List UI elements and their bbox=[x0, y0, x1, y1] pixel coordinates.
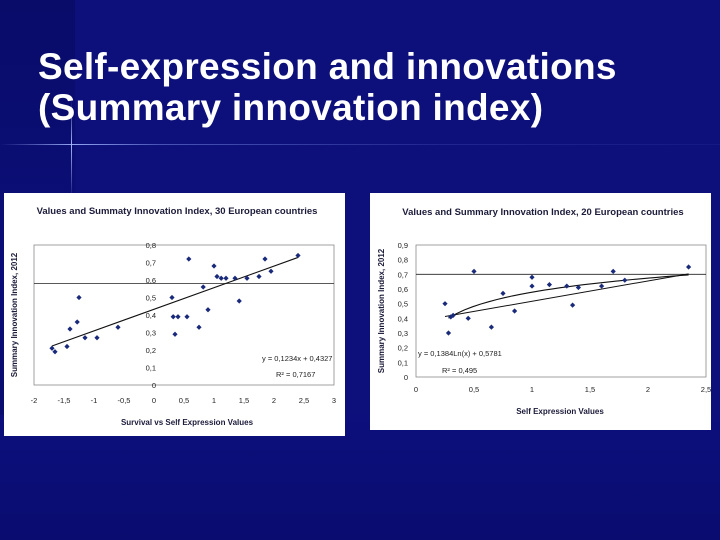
data-point bbox=[244, 275, 250, 281]
trend-line bbox=[51, 256, 299, 347]
x-tick-label: 2 bbox=[646, 385, 650, 394]
y-tick-label: 0,5 bbox=[146, 294, 156, 303]
x-tick-label: 2,5 bbox=[299, 396, 309, 405]
data-point bbox=[186, 256, 192, 262]
y-tick-label: 0,1 bbox=[398, 358, 408, 367]
data-point bbox=[52, 349, 58, 355]
y-tick-label: 0,6 bbox=[146, 276, 156, 285]
data-point bbox=[49, 345, 55, 351]
right-chart-panel: Values and Summary Innovation Index, 20 … bbox=[370, 193, 711, 430]
x-tick-label: 2,5 bbox=[701, 385, 711, 394]
data-point bbox=[175, 314, 181, 320]
data-point bbox=[172, 331, 178, 337]
chart-title: Values and Summary Innovation Index, 20 … bbox=[402, 207, 683, 218]
r-squared-label: R² = 0,495 bbox=[442, 366, 477, 375]
slide-title-line-1: Self-expression and innovations bbox=[38, 46, 617, 87]
y-tick-label: 0,4 bbox=[146, 311, 156, 320]
y-tick-label: 0,3 bbox=[146, 329, 156, 338]
data-point bbox=[450, 312, 456, 318]
trend-line bbox=[444, 273, 689, 317]
data-point bbox=[67, 326, 73, 332]
x-tick-label: -2 bbox=[31, 396, 38, 405]
y-tick-label: 0,4 bbox=[398, 314, 408, 323]
y-tick-label: 0 bbox=[152, 381, 156, 390]
data-point bbox=[74, 319, 80, 325]
x-tick-label: 0 bbox=[414, 385, 418, 394]
data-point bbox=[445, 330, 452, 336]
data-point bbox=[82, 335, 88, 341]
data-point bbox=[512, 308, 518, 314]
data-point bbox=[205, 307, 211, 313]
plot-area bbox=[415, 244, 707, 378]
data-point bbox=[169, 294, 175, 301]
right-scatter-chart: Values and Summary Innovation Index, 20 … bbox=[377, 207, 711, 416]
data-point bbox=[570, 302, 576, 308]
data-point bbox=[295, 252, 301, 259]
data-point bbox=[214, 273, 220, 280]
regression-equation: y = 0,1234x + 0,4327 bbox=[262, 354, 332, 363]
y-tick-label: 0 bbox=[404, 373, 408, 382]
y-tick-label: 0,5 bbox=[398, 300, 408, 309]
data-point bbox=[268, 268, 274, 274]
data-point bbox=[170, 314, 176, 320]
data-point bbox=[76, 294, 82, 301]
slide-title: Self-expression and innovations (Summary… bbox=[38, 46, 708, 128]
data-point bbox=[223, 275, 229, 281]
data-point bbox=[94, 335, 100, 341]
data-point bbox=[529, 274, 535, 280]
chart-title: Values and Summaty Innovation Index, 30 … bbox=[37, 206, 318, 217]
y-tick-label: 0,6 bbox=[398, 285, 408, 294]
x-tick-label: 1,5 bbox=[239, 396, 249, 405]
left-scatter-chart: Values and Summaty Innovation Index, 30 … bbox=[10, 206, 336, 427]
y-axis-label: Summary Innovation Index, 2012 bbox=[377, 248, 386, 373]
data-point bbox=[442, 301, 448, 307]
data-point bbox=[256, 273, 262, 280]
regression-equation: y = 0,1384Ln(x) + 0,5781 bbox=[418, 349, 502, 358]
data-point bbox=[115, 324, 121, 330]
y-tick-label: 0,2 bbox=[146, 346, 156, 355]
r-squared-label: R² = 0,7167 bbox=[276, 370, 315, 379]
data-point bbox=[471, 268, 477, 274]
y-tick-label: 0,8 bbox=[398, 256, 408, 265]
y-tick-label: 0,7 bbox=[398, 270, 408, 279]
y-tick-label: 0,7 bbox=[146, 259, 156, 268]
left-chart-panel: Values and Summaty Innovation Index, 30 … bbox=[4, 193, 345, 436]
x-tick-label: 1,5 bbox=[585, 385, 595, 394]
data-point bbox=[211, 263, 217, 269]
data-point bbox=[218, 275, 224, 281]
x-tick-label: 3 bbox=[332, 396, 336, 405]
slide-title-line-2: (Summary innovation index) bbox=[38, 87, 544, 128]
y-tick-label: 0,3 bbox=[398, 329, 408, 338]
x-tick-label: -1 bbox=[91, 396, 98, 405]
decorative-horizontal-line bbox=[0, 144, 720, 145]
x-tick-label: -0,5 bbox=[118, 396, 131, 405]
data-point bbox=[500, 290, 506, 296]
x-tick-label: -1,5 bbox=[58, 396, 71, 405]
y-axis-label: Summary Innovation Index, 2012 bbox=[10, 252, 19, 377]
y-tick-label: 0,1 bbox=[146, 364, 156, 373]
plot-area bbox=[33, 244, 335, 386]
data-point bbox=[529, 283, 535, 289]
data-point bbox=[232, 275, 238, 281]
y-tick-label: 0,9 bbox=[398, 241, 408, 250]
decorative-vertical-line bbox=[71, 100, 72, 200]
data-point bbox=[64, 343, 70, 350]
x-axis-label: Self Expression Values bbox=[516, 407, 604, 416]
data-point bbox=[262, 256, 268, 262]
data-point bbox=[236, 298, 242, 304]
x-axis-label: Survival vs Self Expression Values bbox=[121, 418, 254, 427]
x-tick-label: 0,5 bbox=[179, 396, 189, 405]
data-point bbox=[196, 324, 202, 330]
data-point bbox=[184, 314, 190, 320]
data-point bbox=[686, 264, 692, 270]
x-tick-label: 2 bbox=[272, 396, 276, 405]
data-point bbox=[200, 284, 206, 290]
x-tick-label: 0,5 bbox=[469, 385, 479, 394]
x-tick-label: 1 bbox=[530, 385, 534, 394]
x-tick-label: 0 bbox=[152, 396, 156, 405]
y-tick-label: 0,2 bbox=[398, 344, 408, 353]
x-tick-label: 1 bbox=[212, 396, 216, 405]
y-tick-label: 0,8 bbox=[146, 241, 156, 250]
